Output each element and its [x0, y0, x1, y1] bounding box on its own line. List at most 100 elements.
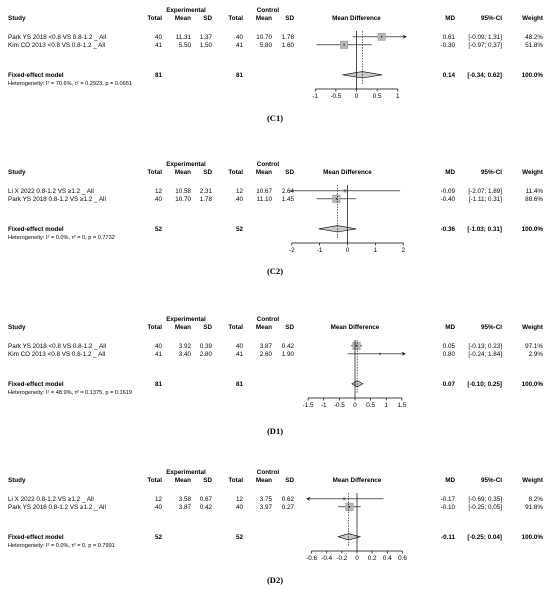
study-md: -0.09	[441, 188, 456, 195]
pooled-diamond	[337, 533, 362, 541]
header-md: MD	[445, 169, 455, 176]
study-e-sd: 1.78	[200, 196, 213, 203]
header-e-total: Total	[147, 324, 162, 331]
x-tick-label: 0.4	[383, 555, 392, 562]
study-c-sd: 2.64	[282, 188, 295, 195]
x-tick-label: -1	[321, 402, 327, 409]
header-md: MD	[445, 15, 455, 22]
study-weight: 11.4%	[526, 188, 544, 195]
x-tick-label: 1.5	[397, 402, 406, 409]
header-e-mean: Mean	[175, 477, 191, 484]
x-tick-label: -0.5	[334, 402, 345, 409]
header-experimental: Experimental	[166, 161, 206, 168]
pooled-c-total: 81	[236, 72, 244, 79]
study-e-mean: 3.40	[179, 351, 192, 358]
study-e-sd: 0.67	[200, 496, 213, 503]
study-c-sd: 0.62	[282, 496, 295, 503]
header-e-total: Total	[147, 169, 162, 176]
x-tick-label: -2	[289, 247, 295, 254]
study-point	[379, 353, 381, 355]
pooled-ci: [-1.03; 0.31]	[467, 226, 502, 233]
header-e-mean: Mean	[175, 169, 191, 176]
header-md: MD	[445, 324, 455, 331]
study-c-mean: 2.60	[260, 351, 273, 358]
x-tick-label: -1.5	[303, 402, 314, 409]
study-point	[348, 506, 351, 508]
study-c-total: 40	[236, 343, 244, 350]
study-md: 0.05	[443, 343, 456, 350]
study-name: Kim CO 2013 <0.8 VS 0.8-1.2 _ All	[8, 351, 105, 358]
study-e-sd: 2.80	[200, 351, 213, 358]
pooled-ci: [-0.25; 0.04]	[467, 534, 502, 541]
header-c-mean: Mean	[256, 15, 272, 22]
study-c-total: 40	[236, 196, 244, 203]
x-tick-label: -0.2	[336, 555, 347, 562]
heterogeneity-text: Heterogeneity: I² = 0.0%, τ² = 0, p = 0.…	[8, 235, 115, 241]
header-e-mean: Mean	[175, 15, 191, 22]
header-ci: 95%-CI	[481, 169, 502, 176]
header-c-total: Total	[228, 324, 243, 331]
forest-panel-1: Experimental Control Study Total Mean SD Total…	[8, 7, 544, 123]
pooled-e-total: 81	[155, 381, 163, 388]
heterogeneity-text: Heterogeneity: I² = 48.9%, τ² = 0.1375, …	[8, 390, 132, 396]
header-e-total: Total	[147, 477, 162, 484]
heterogeneity-text: Heterogeneity: I² = 0.0%, τ² = 0, p = 0.…	[8, 543, 115, 549]
x-tick-label: 0	[355, 93, 359, 100]
study-e-mean: 3.92	[179, 343, 192, 350]
pooled-c-total: 52	[236, 534, 244, 541]
study-point	[380, 36, 383, 38]
study-point	[343, 44, 345, 46]
header-md: MD	[445, 477, 455, 484]
pooled-label: Fixed-effect model	[8, 226, 64, 233]
pooled-ci: [-0.34; 0.62]	[467, 72, 502, 79]
study-md: -0.30	[441, 42, 456, 49]
x-tick-label: 0.5	[373, 93, 382, 100]
header-study: Study	[8, 15, 26, 22]
x-tick-label: -0.6	[306, 555, 317, 562]
header-experimental: Experimental	[166, 316, 206, 323]
study-e-total: 40	[155, 34, 163, 41]
header-c-sd: SD	[285, 15, 294, 22]
pooled-e-total: 52	[155, 534, 163, 541]
study-e-sd: 2.31	[200, 188, 213, 195]
study-name: Li X 2022 0.8-1.2 VS ≥1.2 _ All	[8, 496, 94, 503]
header-c-mean: Mean	[256, 324, 272, 331]
study-ci: [-0.13; 0.23]	[468, 343, 502, 350]
study-c-total: 40	[236, 504, 244, 511]
study-e-mean: 3.87	[179, 504, 192, 511]
header-mean-difference: Mean Difference	[323, 169, 372, 176]
header-c-sd: SD	[285, 169, 294, 176]
study-e-total: 40	[155, 343, 163, 350]
x-tick-label: 0.2	[368, 555, 377, 562]
pooled-c-total: 52	[236, 226, 244, 233]
study-name: Park YS 2018 0.8-1.2 VS ≥1.2 _ All	[8, 196, 106, 203]
header-c-mean: Mean	[256, 169, 272, 176]
header-mean-difference: Mean Difference	[332, 15, 381, 22]
x-tick-label: 0	[355, 555, 359, 562]
study-c-sd: 0.42	[282, 343, 295, 350]
study-e-sd: 0.39	[200, 343, 213, 350]
panel-caption: (D1)	[267, 426, 283, 436]
header-study: Study	[8, 169, 26, 176]
heterogeneity-text: Heterogeneity: I² = 70.6%, τ² = 0.2923, …	[8, 81, 132, 87]
study-name: Li X 2022 0.8-1.2 VS ≥1.2 _ All	[8, 188, 94, 195]
study-name: Park YS 2018 <0.8 VS 0.8-1.2 _ All	[8, 343, 106, 350]
study-c-total: 40	[236, 34, 244, 41]
study-e-sd: 1.37	[200, 34, 213, 41]
study-name: Park YS 2018 <0.8 VS 0.8-1.2 _ All	[8, 34, 106, 41]
study-weight: 88.6%	[525, 196, 543, 203]
x-tick-label: 1	[396, 93, 400, 100]
study-ci-arrow	[306, 496, 311, 501]
study-ci: [-0.97; 0.37]	[468, 42, 502, 49]
header-ci: 95%-CI	[481, 477, 502, 484]
study-c-total: 12	[236, 496, 244, 503]
x-tick-label: -0.4	[321, 555, 332, 562]
header-c-sd: SD	[285, 477, 294, 484]
panel-caption: (C1)	[267, 113, 283, 123]
study-md: -0.10	[441, 504, 456, 511]
header-mean-difference: Mean Difference	[331, 324, 380, 331]
pooled-c-total: 81	[236, 381, 244, 388]
x-tick-label: -0.5	[330, 93, 341, 100]
pooled-label: Fixed-effect model	[8, 381, 64, 388]
